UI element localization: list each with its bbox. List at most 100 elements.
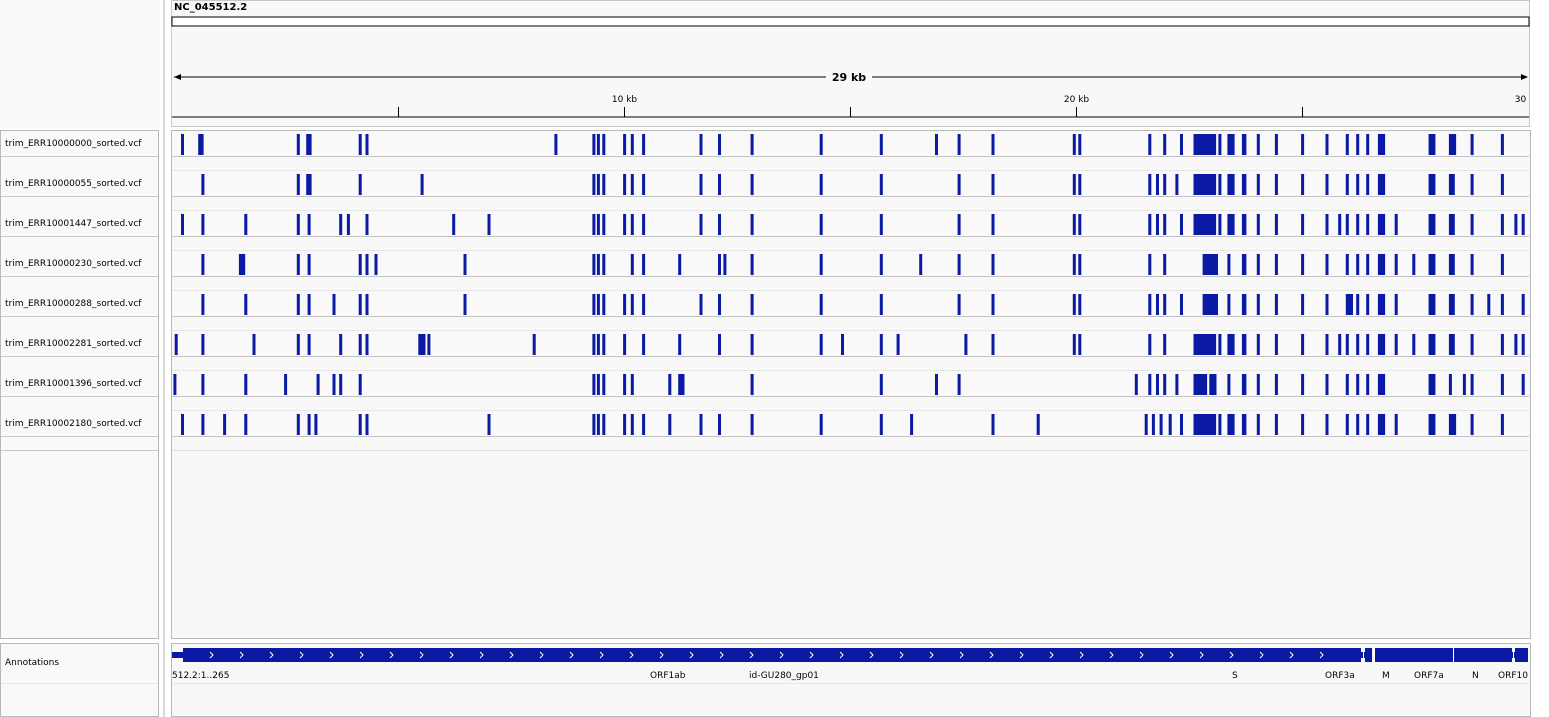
- variant-mark[interactable]: [1448, 294, 1455, 315]
- variant-mark[interactable]: [487, 414, 491, 435]
- variant-mark[interactable]: [427, 334, 431, 355]
- variant-mark[interactable]: [296, 134, 300, 155]
- gene-accessory-block[interactable]: [1375, 648, 1512, 662]
- variant-mark[interactable]: [957, 254, 961, 275]
- variant-mark[interactable]: [1227, 374, 1231, 395]
- variant-mark[interactable]: [1448, 414, 1457, 435]
- variant-mark[interactable]: [1521, 334, 1525, 355]
- variant-mark[interactable]: [1134, 374, 1138, 395]
- variant-mark[interactable]: [306, 134, 312, 155]
- variant-mark[interactable]: [1412, 334, 1416, 355]
- gene-orf10[interactable]: [1515, 648, 1528, 662]
- variant-mark[interactable]: [314, 414, 318, 435]
- variant-mark[interactable]: [718, 214, 721, 235]
- variant-mark[interactable]: [1163, 214, 1167, 235]
- variant-mark[interactable]: [1356, 134, 1360, 155]
- variant-mark[interactable]: [1356, 334, 1360, 355]
- variant-mark[interactable]: [623, 414, 627, 435]
- variant-mark[interactable]: [991, 134, 995, 155]
- variant-mark[interactable]: [1448, 214, 1455, 235]
- variant-mark[interactable]: [1241, 334, 1247, 355]
- variant-mark[interactable]: [1256, 374, 1260, 395]
- variant-mark[interactable]: [819, 134, 823, 155]
- variant-mark[interactable]: [284, 374, 288, 395]
- variant-mark[interactable]: [1175, 374, 1179, 395]
- variant-mark[interactable]: [463, 294, 467, 315]
- variant-mark[interactable]: [1428, 254, 1436, 275]
- variant-mark[interactable]: [201, 294, 205, 315]
- variant-mark[interactable]: [718, 174, 721, 195]
- variant-mark[interactable]: [1366, 334, 1370, 355]
- variant-mark[interactable]: [1159, 414, 1163, 435]
- variant-mark[interactable]: [1301, 294, 1305, 315]
- variant-mark[interactable]: [1072, 214, 1076, 235]
- variant-mark[interactable]: [1325, 134, 1329, 155]
- variant-mark[interactable]: [296, 214, 300, 235]
- variant-mark[interactable]: [1500, 414, 1504, 435]
- variant-mark[interactable]: [365, 414, 369, 435]
- variant-mark[interactable]: [630, 374, 634, 395]
- variant-mark[interactable]: [592, 254, 596, 275]
- variant-mark[interactable]: [463, 254, 467, 275]
- variant-mark[interactable]: [1394, 294, 1398, 315]
- variant-mark[interactable]: [1470, 294, 1474, 315]
- variant-mark[interactable]: [1193, 374, 1208, 395]
- variant-mark[interactable]: [1325, 294, 1329, 315]
- variant-mark[interactable]: [623, 294, 627, 315]
- variant-mark[interactable]: [1345, 374, 1349, 395]
- variant-mark[interactable]: [418, 334, 426, 355]
- variant-mark[interactable]: [1428, 374, 1436, 395]
- variant-mark[interactable]: [718, 134, 721, 155]
- variant-mark[interactable]: [596, 294, 600, 315]
- variant-mark[interactable]: [316, 374, 320, 395]
- variant-mark[interactable]: [1521, 294, 1525, 315]
- variant-mark[interactable]: [718, 334, 721, 355]
- variant-mark[interactable]: [339, 214, 343, 235]
- variant-mark[interactable]: [1462, 374, 1466, 395]
- variant-mark[interactable]: [991, 254, 995, 275]
- variant-mark[interactable]: [1241, 134, 1247, 155]
- variant-mark[interactable]: [1301, 174, 1305, 195]
- variant-mark[interactable]: [1514, 334, 1518, 355]
- ruler-svg[interactable]: 29 kb 10 kb 20 kb 30: [0, 0, 1549, 130]
- variant-mark[interactable]: [668, 374, 672, 395]
- variant-mark[interactable]: [1470, 334, 1474, 355]
- variant-mark[interactable]: [596, 374, 600, 395]
- variant-mark[interactable]: [1209, 374, 1217, 395]
- variant-mark[interactable]: [642, 294, 646, 315]
- variant-mark[interactable]: [1256, 214, 1260, 235]
- variant-mark[interactable]: [296, 174, 300, 195]
- panel-divider[interactable]: [163, 0, 165, 717]
- variant-mark[interactable]: [1366, 294, 1370, 315]
- variant-mark[interactable]: [1175, 174, 1179, 195]
- variant-mark[interactable]: [296, 414, 300, 435]
- variant-mark[interactable]: [678, 334, 682, 355]
- variant-mark[interactable]: [358, 374, 362, 395]
- variant-mark[interactable]: [841, 334, 844, 355]
- variant-mark[interactable]: [1377, 254, 1386, 275]
- gene-label[interactable]: ORF7a: [1414, 671, 1444, 681]
- variant-mark[interactable]: [1366, 374, 1370, 395]
- variant-mark[interactable]: [1227, 334, 1235, 355]
- variant-mark[interactable]: [1448, 134, 1457, 155]
- variant-mark[interactable]: [332, 374, 336, 395]
- variant-mark[interactable]: [750, 134, 754, 155]
- variant-mark[interactable]: [991, 214, 995, 235]
- variant-mark[interactable]: [1325, 374, 1329, 395]
- variant-mark[interactable]: [1193, 214, 1217, 235]
- variant-mark[interactable]: [678, 374, 685, 395]
- variant-mark[interactable]: [1377, 214, 1386, 235]
- variant-mark[interactable]: [244, 214, 248, 235]
- variant-mark[interactable]: [1377, 414, 1386, 435]
- variant-mark[interactable]: [1078, 294, 1082, 315]
- variant-mark[interactable]: [1500, 134, 1504, 155]
- gene-label[interactable]: N: [1472, 671, 1479, 681]
- variant-mark[interactable]: [181, 134, 184, 155]
- variant-mark[interactable]: [1193, 334, 1217, 355]
- variant-mark[interactable]: [819, 414, 823, 435]
- variant-mark[interactable]: [1256, 334, 1260, 355]
- variant-mark[interactable]: [596, 174, 600, 195]
- variant-mark[interactable]: [1338, 334, 1342, 355]
- variant-mark[interactable]: [1180, 214, 1183, 235]
- variant-mark[interactable]: [1470, 134, 1474, 155]
